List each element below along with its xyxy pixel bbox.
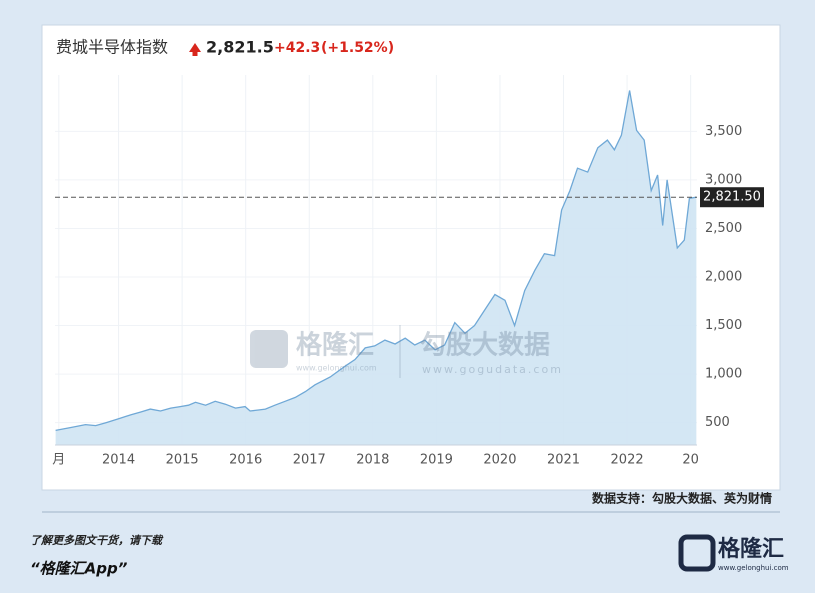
y-tick-label: 1,500 — [705, 318, 742, 333]
x-tick-label: 20 — [682, 453, 699, 468]
x-tick-label: 2017 — [293, 453, 326, 468]
watermark-brand: 格隆汇 — [296, 330, 374, 361]
watermark: 格隆汇 www.gelonghui.com 勾股大数据 www.gogudata… — [250, 325, 563, 378]
footer-logo-icon — [678, 534, 716, 572]
source: 数据支持：勾股大数据、英为财情 — [592, 491, 772, 506]
x-tick-label: 2016 — [229, 453, 262, 468]
watermark-logo — [250, 330, 288, 368]
footer-logo-url: www.gelonghui.com — [718, 564, 789, 572]
up-arrow — [189, 43, 201, 56]
x-tick-label: 2019 — [420, 453, 453, 468]
x-tick-label: 2021 — [547, 453, 580, 468]
x-tick-label: 2022 — [611, 453, 644, 468]
x-tick-label: 月 — [52, 453, 65, 468]
footer-logo: 格隆汇 — [718, 536, 784, 562]
current-box — [700, 187, 764, 208]
y-tick-label: 500 — [705, 415, 730, 430]
y-tick-label: 2,000 — [705, 269, 742, 284]
y-tick-label: 1,000 — [705, 367, 742, 382]
x-tick-label: 2014 — [102, 453, 135, 468]
line — [55, 90, 697, 432]
watermark-data-url: www.gogudata.com — [422, 363, 563, 376]
x-tick-label: 2018 — [356, 453, 389, 468]
watermark-data-brand: 勾股大数据 — [420, 331, 550, 361]
change: +42.3 — [274, 40, 320, 56]
x-tick-label: 2020 — [483, 453, 516, 468]
change-pct: (+1.52%) — [321, 40, 394, 56]
x-tick-label: 2015 — [166, 453, 199, 468]
footer-line2: “格隆汇App” — [30, 560, 128, 578]
y-tick-label: 3,000 — [705, 172, 742, 187]
current-label: 2,821.50 — [703, 190, 761, 205]
price: 2,821.5 — [206, 38, 274, 57]
y-tick-label: 2,500 — [705, 221, 742, 236]
plot: 500 1,000 1,500 2,000 2,500 3,000 3,500 月 2014 20… — [52, 75, 764, 468]
y-tick-label: 3,500 — [705, 124, 742, 139]
watermark-url: www.gelonghui.com — [296, 364, 377, 373]
footer-line1: 了解更多图文干货，请下载 — [30, 534, 164, 547]
area — [55, 90, 697, 445]
chart-title: 费城半导体指数 — [56, 38, 168, 57]
